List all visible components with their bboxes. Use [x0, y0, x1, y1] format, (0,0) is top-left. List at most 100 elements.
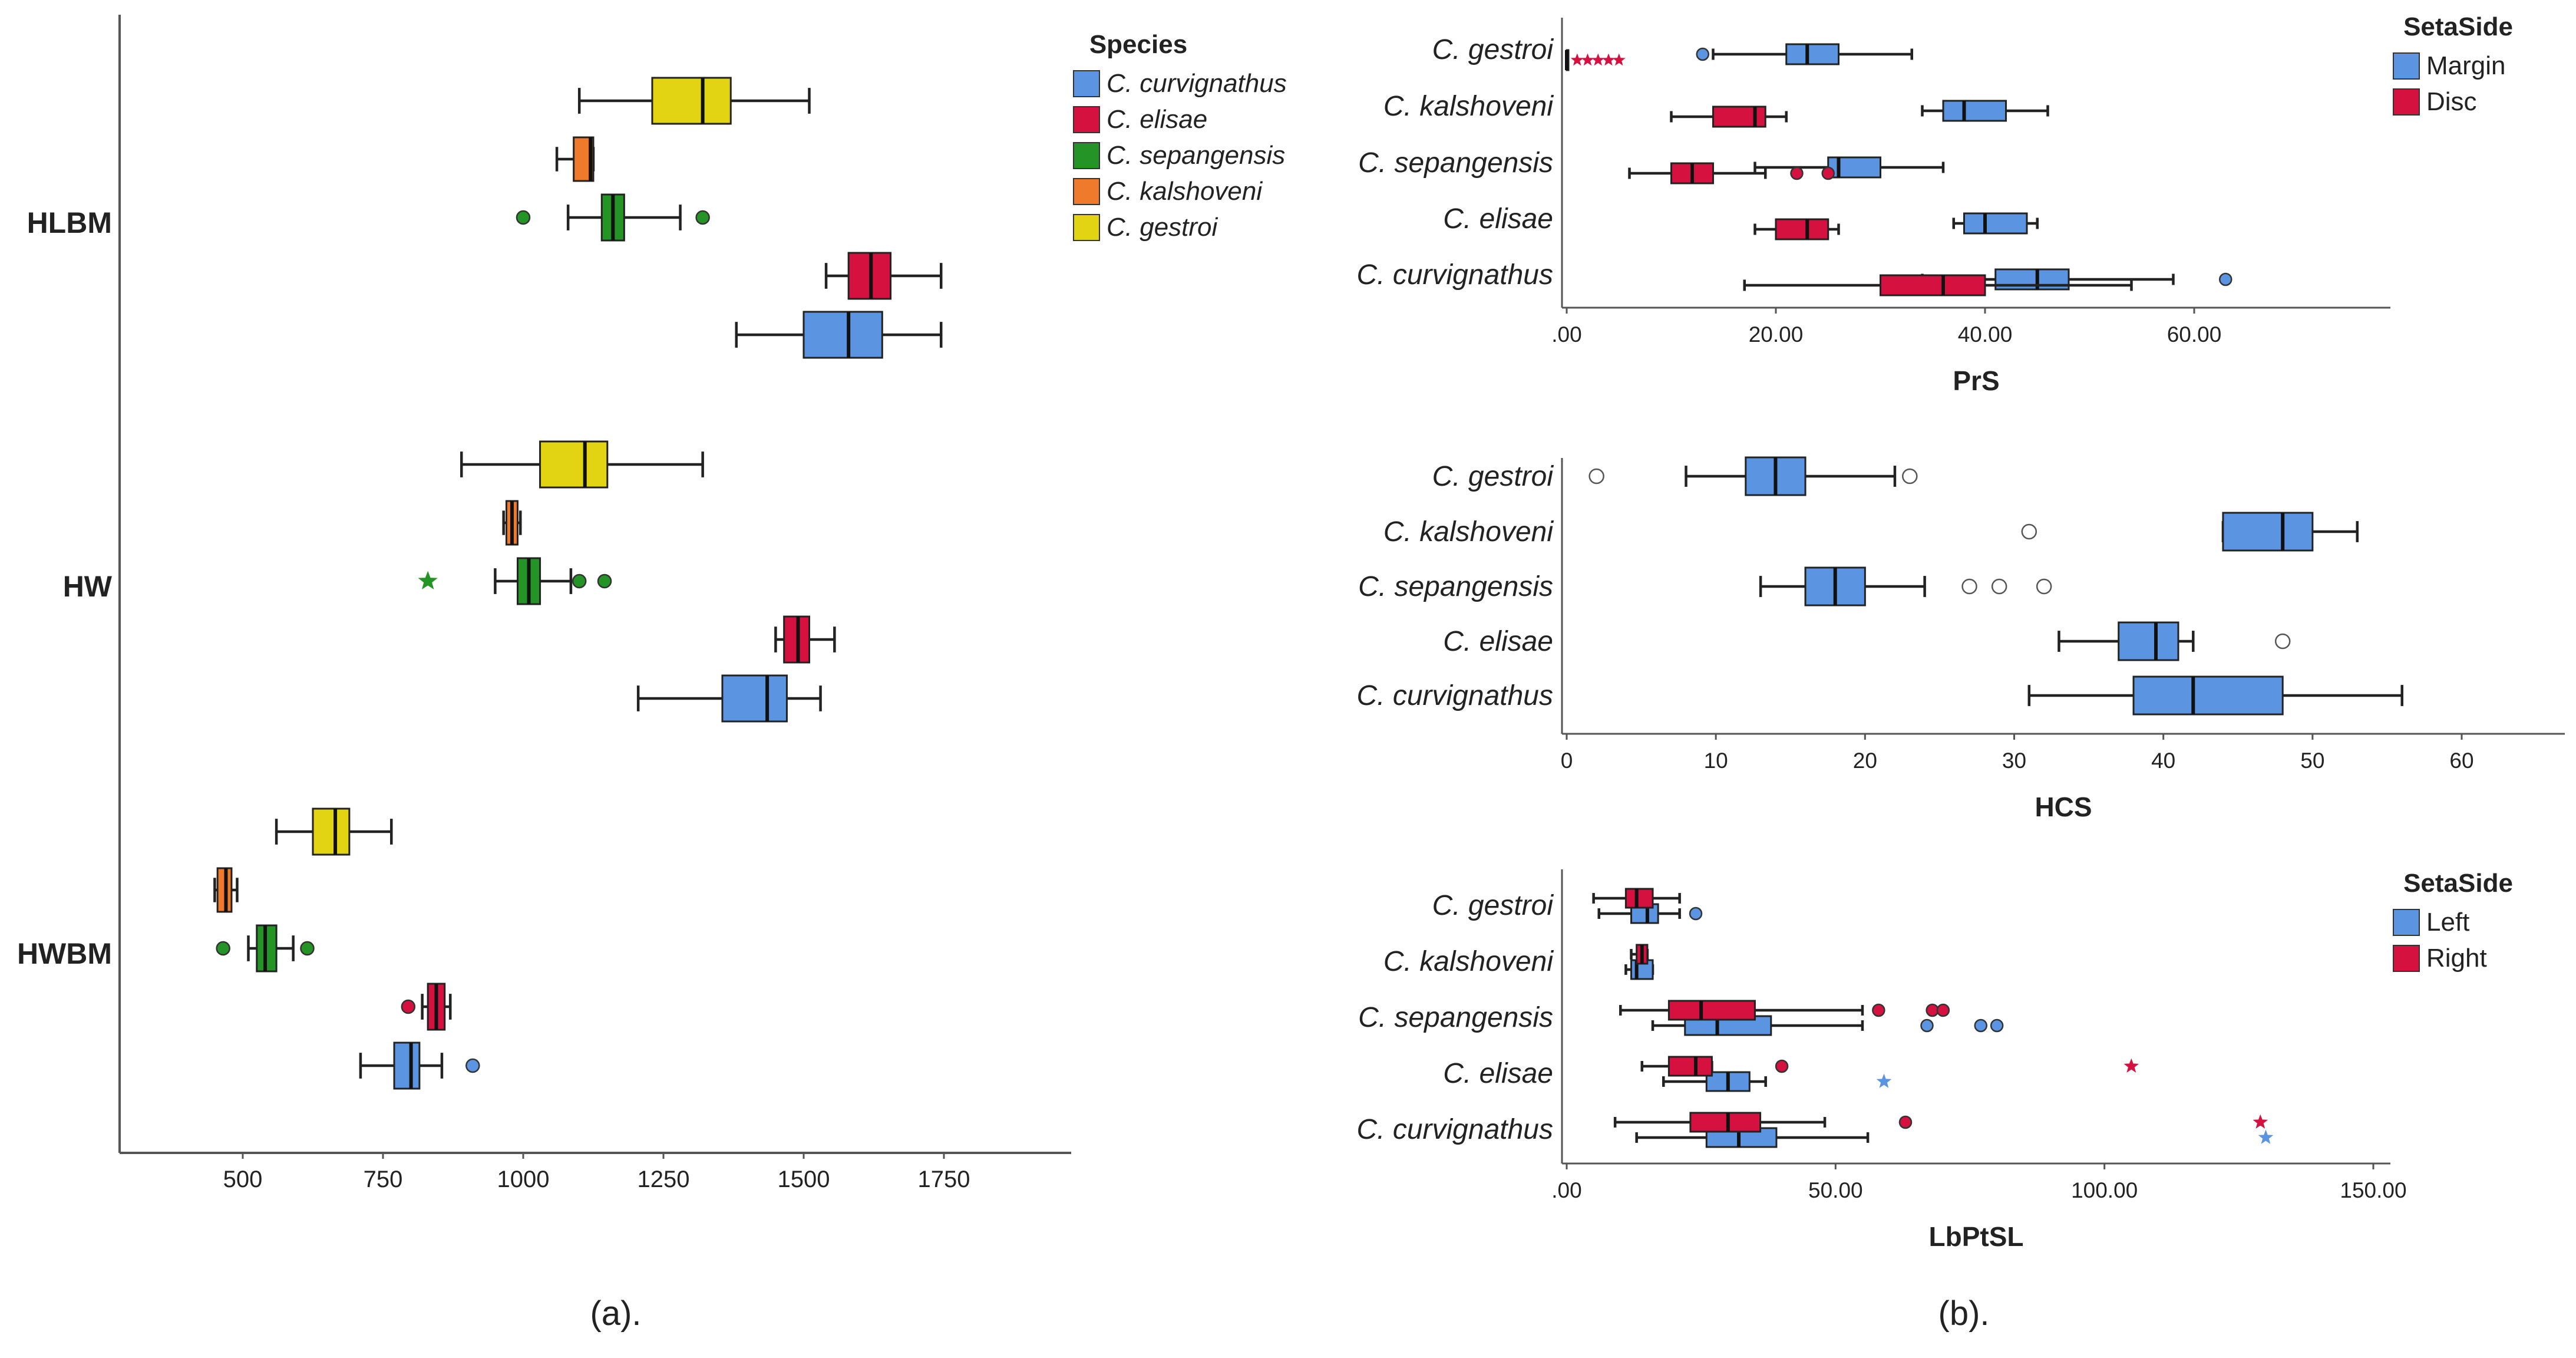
chart-b3-c-elisae-right-extreme-0: [2123, 1058, 2139, 1073]
chart-b1-c-gestroi-disc-extreme-3: [1602, 53, 1615, 66]
chart-a-hwbm-c-elisae-outlier-0: [401, 999, 416, 1014]
chart-b3-c-curvignathus-right-extreme-0: [2253, 1114, 2268, 1129]
chart-b1-c-curvignathus-disc-box: [1880, 274, 1986, 296]
chart-a-legend-swatch-c-elisae: [1073, 106, 1100, 133]
panel-label-a: (a).: [590, 1294, 642, 1333]
chart-a-hw-c-curvignathus-box: [721, 674, 788, 723]
chart-b3-c-sepangensis-right-outlier-1: [1926, 1003, 1939, 1017]
chart-a-hlbm-c-sepangensis-outlier-1: [695, 210, 710, 225]
chart-b1-c-gestroi-disc-extreme-4: [1612, 53, 1626, 66]
chart-b2-c-elisae-hcs-outlier-0: [2274, 633, 2291, 650]
chart-b3-legend-title: SetaSide: [2403, 869, 2513, 898]
chart-b2-x-title: HCS: [2035, 792, 2092, 822]
chart-b1-category-c-kalshoveni: C. kalshoveni: [1383, 91, 1554, 122]
chart-a-xtick-label-2: 1000: [497, 1166, 550, 1192]
chart-a-legend-label-c-elisae: C. elisae: [1107, 105, 1207, 134]
chart-b1-category-c-sepangensis: C. sepangensis: [1358, 147, 1553, 179]
chart-b1-c-gestroi-margin-box: [1785, 43, 1839, 65]
chart-b1-category-c-gestroi: C. gestroi: [1432, 34, 1554, 65]
chart-a-hlbm-c-sepangensis-outlier-0: [516, 210, 531, 225]
chart-a-xtick-label-0: 500: [223, 1166, 263, 1192]
chart-b3-legend-swatch-right: [2393, 945, 2420, 972]
chart-b2-category-c-sepangensis: C. sepangensis: [1358, 571, 1553, 602]
chart-a-hwbm-c-sepangensis-outlier-1: [300, 941, 315, 956]
chart-b2-xtick-label-6: 60: [2449, 749, 2473, 773]
panel-label-b: (b).: [1938, 1294, 1990, 1333]
chart-b1-c-gestroi-disc-extreme-0: [1570, 53, 1584, 66]
chart-b1-legend-label-margin: Margin: [2426, 51, 2506, 80]
chart-b1-c-elisae-disc-box: [1775, 218, 1829, 240]
chart-a-legend-title: Species: [1089, 30, 1187, 59]
chart-b1-c-sepangensis-margin-box: [1827, 156, 1881, 179]
chart-b2-xtick-label-5: 50: [2300, 749, 2324, 773]
chart-b3-c-curvignathus-right-box: [1689, 1112, 1762, 1133]
chart-b3-c-sepangensis-right-box: [1667, 1000, 1756, 1021]
chart-a-legend-label-c-gestroi: C. gestroi: [1107, 213, 1218, 242]
chart-a-legend-label-c-curvignathus: C. curvignathus: [1107, 69, 1287, 98]
chart-a-xtick-label-4: 1500: [778, 1166, 830, 1192]
chart-b3-c-curvignathus-left-extreme-0: [2258, 1129, 2274, 1144]
chart-b2-xtick-label-2: 20: [1853, 749, 1877, 773]
chart-b1-xtick-label-2: 40.00: [1958, 322, 2013, 347]
chart-a-hw-c-gestroi-box: [539, 440, 609, 489]
chart-b1-c-gestroi-disc-extreme-1: [1581, 53, 1594, 66]
chart-b2-c-kalshoveni-hcs-box: [2222, 512, 2314, 552]
chart-b1-x-title: PrS: [1953, 365, 1999, 396]
chart-b1-c-kalshoveni-margin-box: [1942, 100, 2007, 122]
chart-b3-c-sepangensis-left-outlier-1: [1974, 1018, 1988, 1033]
chart-b3-c-sepangensis-right-outlier-2: [1936, 1003, 1950, 1017]
chart-a-group-label-hlbm: HLBM: [27, 206, 112, 239]
chart-b3-c-elisae-right-outlier-0: [1775, 1059, 1789, 1073]
chart-a-xtick-label-3: 1250: [638, 1166, 690, 1192]
chart-a-hwbm-c-curvignathus-box: [393, 1041, 421, 1090]
chart-b3-x-title: LbPtSL: [1929, 1221, 2024, 1252]
chart-b2-c-curvignathus-hcs-box: [2132, 675, 2284, 716]
chart-a-legend-swatch-c-gestroi: [1073, 214, 1100, 241]
chart-b1-legend-label-disc: Disc: [2426, 87, 2477, 116]
chart-b2-c-kalshoveni-hcs-outlier-0: [2021, 523, 2037, 540]
chart-b2-category-c-gestroi: C. gestroi: [1432, 461, 1554, 492]
chart-b1-category-c-elisae: C. elisae: [1443, 203, 1553, 235]
chart-b3-c-sepangensis-right-outlier-0: [1872, 1003, 1885, 1017]
chart-b1-c-sepangensis-disc-outlier-1: [1821, 166, 1835, 180]
chart-b3-category-c-elisae: C. elisae: [1443, 1058, 1553, 1089]
chart-a-hw-c-sepangensis-outlier-0: [572, 573, 587, 589]
chart-b3-c-gestroi-left-outlier-0: [1689, 907, 1703, 921]
chart-a-hlbm-c-gestroi-box: [651, 77, 732, 125]
chart-b3-category-c-gestroi: C. gestroi: [1432, 890, 1554, 921]
chart-b2-xtick-label-0: 0: [1561, 749, 1573, 773]
chart-b3-xtick-label-2: 100.00: [2071, 1178, 2138, 1202]
chart-b1-legend-title: SetaSide: [2403, 12, 2513, 41]
chart-b1-xtick-label-0: .00: [1551, 322, 1581, 347]
chart-b3-xtick-label-3: 150.00: [2340, 1178, 2406, 1202]
chart-a-hw-c-sepangensis-extreme-0: [418, 571, 438, 590]
chart-a-legend-swatch-c-curvignathus: [1073, 70, 1100, 97]
chart-b3-c-elisae-left-extreme-0: [1876, 1073, 1892, 1088]
chart-b1-c-sepangensis-disc-outlier-0: [1790, 166, 1804, 180]
chart-a-legend-swatch-c-sepangensis: [1073, 142, 1100, 169]
chart-b2-category-c-curvignathus: C. curvignathus: [1357, 680, 1554, 711]
chart-a: 500 750 1000 1250 1500 1750 HLBM HW HWBM Species C…: [17, 15, 1287, 1192]
chart-b2-xtick-label-1: 10: [1704, 749, 1728, 773]
chart-b2-c-gestroi-hcs-outlier-1: [1902, 468, 1918, 484]
chart-b1-c-gestroi-disc-extreme-2: [1591, 53, 1605, 66]
chart-a-xtick-label-1: 750: [364, 1166, 403, 1192]
chart-b1-xtick-label-1: 20.00: [1749, 322, 1804, 347]
chart-b3-legend-swatch-left: [2393, 909, 2420, 936]
chart-b2-xtick-label-4: 40: [2151, 749, 2175, 773]
chart-a-legend-swatch-c-kalshoveni: [1073, 178, 1100, 205]
chart-a-hw-c-sepangensis-outlier-1: [597, 573, 612, 589]
chart-b3-category-c-curvignathus: C. curvignathus: [1357, 1114, 1554, 1145]
chart-a-legend-label-c-sepangensis: C. sepangensis: [1107, 141, 1285, 170]
chart-b1-c-kalshoveni-disc-box: [1712, 106, 1766, 128]
chart-b2-xtick-label-3: 30: [2002, 749, 2026, 773]
chart-b2-category-c-elisae: C. elisae: [1443, 626, 1553, 657]
chart-b2-c-gestroi-hcs-outlier-0: [1588, 468, 1604, 484]
chart-b2: 0 10 20 30 40 50 60 HCS C. gestroi C. kalshoveni C…: [1357, 456, 2565, 822]
chart-a-hwbm-c-curvignathus-outlier-0: [465, 1058, 480, 1073]
chart-b3-c-sepangensis-left-outlier-2: [1990, 1018, 2004, 1033]
chart-a-hwbm-c-sepangensis-outlier-0: [216, 941, 230, 956]
chart-b1-category-c-curvignathus: C. curvignathus: [1357, 259, 1554, 291]
chart-a-group-label-hwbm: HWBM: [17, 937, 112, 970]
